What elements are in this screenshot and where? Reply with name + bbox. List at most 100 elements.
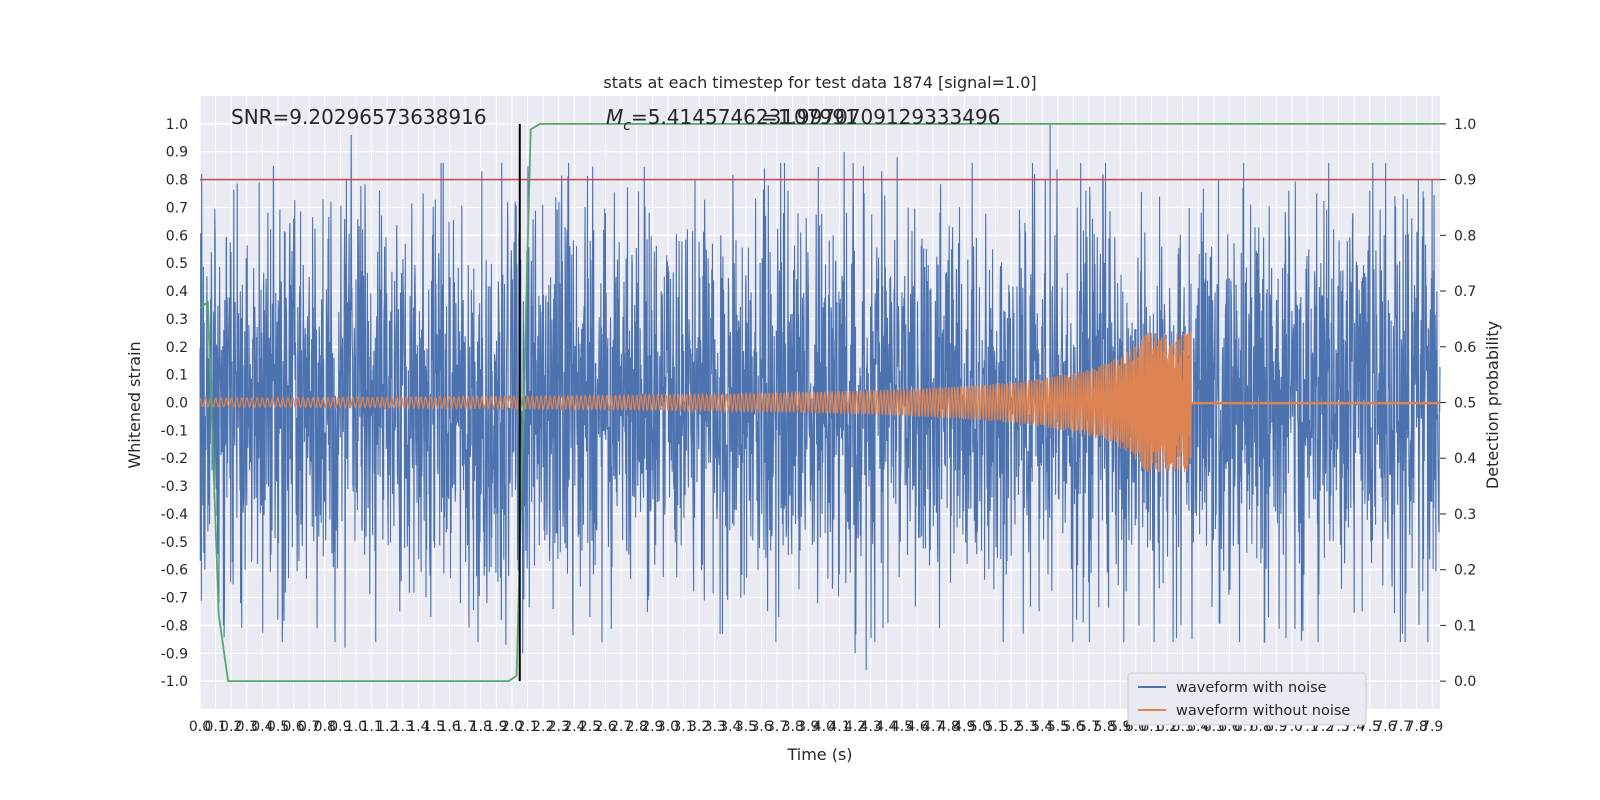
x-tick-label: 2.7 <box>610 719 632 735</box>
y-tick-label: 0.9 <box>166 145 188 161</box>
chirp-mass-annotation: Mc=5.414574623107991 <box>606 105 858 134</box>
x-tick-label: 4.4 <box>875 719 897 735</box>
y2-tick-label: 0.9 <box>1454 173 1476 189</box>
y2-tick-label: 0.2 <box>1454 563 1476 579</box>
x-tick-label: 5.7 <box>1078 719 1100 735</box>
x-tick-label: 0.9 <box>329 719 351 735</box>
legend: waveform with noise waveform without noi… <box>1127 672 1367 726</box>
x-tick-label: 0.7 <box>298 719 320 735</box>
series-detection-probability <box>199 123 1440 682</box>
x-tick-label: 5.3 <box>1016 719 1038 735</box>
y-tick-label: 0.3 <box>166 312 188 328</box>
x-tick-label: 5.9 <box>1109 719 1131 735</box>
x-tick-label: 4.0 <box>813 719 835 735</box>
y-tick-label: 0.5 <box>166 256 188 272</box>
y2-tick-label: 0.1 <box>1454 618 1476 634</box>
chirp-mass-symbol: M <box>606 105 623 129</box>
y2-tick-label: 0.6 <box>1454 340 1476 356</box>
x-tick-label: 4.8 <box>938 719 960 735</box>
y-tick-label: 0.2 <box>166 340 188 356</box>
x-tick-label: 3.2 <box>688 719 710 735</box>
y-tick-label: 0.8 <box>166 173 188 189</box>
x-tick-label: 3.7 <box>766 719 788 735</box>
x-tick-label: 5.8 <box>1094 719 1116 735</box>
x-tick-label: 1.8 <box>470 719 492 735</box>
x-tick-label: 2.4 <box>563 719 585 735</box>
x-tick-label: 3.3 <box>704 719 726 735</box>
series-waveform-without-noise <box>199 332 1440 473</box>
x-tick-label: 0.6 <box>282 719 304 735</box>
x-tick-label: 4.3 <box>860 719 882 735</box>
x-tick-label: 1.2 <box>376 719 398 735</box>
x-tick-label: 4.1 <box>828 719 850 735</box>
x-tick-label: 1.6 <box>438 719 460 735</box>
x-tick-label: 3.8 <box>782 719 804 735</box>
x-tick-label: 0.8 <box>314 719 336 735</box>
y2-tick-label: 0.3 <box>1454 507 1476 523</box>
y-tick-label: 0.0 <box>166 396 188 412</box>
x-tick-label: 3.6 <box>750 719 772 735</box>
x-tick-label: 2.1 <box>516 719 538 735</box>
x-tick-label: 0.2 <box>220 719 242 735</box>
y-tick-label: -0.5 <box>161 535 188 551</box>
x-tick-label: 1.1 <box>360 719 382 735</box>
overlap-annotation: =1.9970709129333496 <box>761 105 1000 129</box>
x-tick-label: 3.9 <box>797 719 819 735</box>
y-tick-label: 0.6 <box>166 228 188 244</box>
y2-tick-label: 0.5 <box>1454 396 1476 412</box>
y-tick-label: -1.0 <box>161 674 188 690</box>
y-tick-label: -0.7 <box>161 591 188 607</box>
x-tick-label: 5.0 <box>969 719 991 735</box>
legend-label-clean: waveform without noise <box>1176 703 1350 719</box>
x-tick-label: 1.7 <box>454 719 476 735</box>
y-axis-label: Whitened strain <box>125 341 144 468</box>
x-tick-label: 5.1 <box>984 719 1006 735</box>
x-axis-label: Time (s) <box>786 745 852 764</box>
y-tick-label: -0.6 <box>161 563 188 579</box>
x-tick-label: 1.4 <box>407 719 429 735</box>
x-tick-label: 5.6 <box>1062 719 1084 735</box>
x-tick-label: 0.3 <box>236 719 258 735</box>
x-tick-label: 1.3 <box>392 719 414 735</box>
snr-annotation: SNR=9.20296573638916 <box>231 105 487 129</box>
x-tick-label: 5.5 <box>1047 719 1069 735</box>
y2-tick-label: 0.0 <box>1454 674 1476 690</box>
y2-tick-label: 0.8 <box>1454 228 1476 244</box>
legend-label-noise: waveform with noise <box>1176 680 1327 696</box>
x-tick-label: 4.2 <box>844 719 866 735</box>
y-tick-label: 0.7 <box>166 200 188 216</box>
x-tick-label: 2.9 <box>641 719 663 735</box>
y-tick-label: 0.1 <box>166 368 188 384</box>
x-tick-label: 1.9 <box>485 719 507 735</box>
x-tick-label: 4.5 <box>891 719 913 735</box>
x-tick-label: 0.0 <box>189 719 211 735</box>
x-tick-label: 7.6 <box>1374 719 1396 735</box>
chirp-mass-value: =5.414574623107991 <box>631 105 858 129</box>
x-tick-label: 5.4 <box>1031 719 1053 735</box>
x-tick-label: 2.3 <box>548 719 570 735</box>
x-tick-label: 1.5 <box>423 719 445 735</box>
x-tick-label: 5.2 <box>1000 719 1022 735</box>
x-tick-label: 4.6 <box>906 719 928 735</box>
legend-box <box>1127 672 1367 726</box>
y-tick-label: -0.2 <box>161 451 188 467</box>
x-tick-label: 7.7 <box>1390 719 1412 735</box>
x-tick-label: 7.8 <box>1405 719 1427 735</box>
x-tick-label: 0.1 <box>204 719 226 735</box>
x-tick-label: 2.6 <box>594 719 616 735</box>
y-tick-label: 0.4 <box>166 284 188 300</box>
y-tick-label: -0.9 <box>161 646 188 662</box>
x-tick-label: 2.0 <box>501 719 523 735</box>
y-tick-label: -0.8 <box>161 618 188 634</box>
chart-title: stats at each timestep for test data 187… <box>603 73 1036 92</box>
x-tick-label: 4.9 <box>953 719 975 735</box>
y2-tick-label: 1.0 <box>1454 117 1476 133</box>
y2-axis-label: Detection probability <box>1483 321 1502 489</box>
x-tick-label: 3.0 <box>657 719 679 735</box>
y-tick-label: 1.0 <box>166 117 188 133</box>
chirp-mass-subscript: c <box>623 118 631 134</box>
x-tick-label: 2.8 <box>626 719 648 735</box>
y2-tick-label: 0.7 <box>1454 284 1476 300</box>
x-tick-label: 3.1 <box>672 719 694 735</box>
